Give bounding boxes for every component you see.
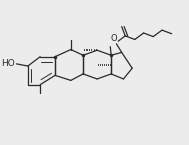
Text: HO: HO	[1, 59, 15, 68]
Text: O: O	[111, 34, 117, 43]
